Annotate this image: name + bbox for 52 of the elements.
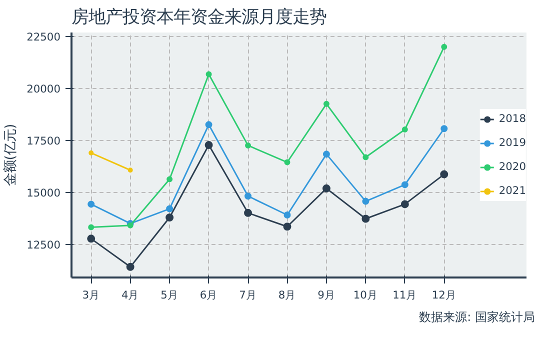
y-tick-label: 17500 <box>26 134 61 148</box>
x-tick-label: 6月 <box>200 288 218 302</box>
point <box>244 208 252 217</box>
y-tick-label: 22500 <box>26 30 61 44</box>
point <box>128 168 133 173</box>
x-tick-label: 8月 <box>278 288 296 302</box>
point <box>284 212 291 218</box>
point <box>362 214 370 223</box>
legend-label: 2020 <box>498 160 526 173</box>
y-axis-title: 金额(亿元) <box>4 124 19 186</box>
point <box>88 150 94 156</box>
x-tick-label: 12月 <box>432 288 456 302</box>
point <box>362 154 369 160</box>
y-tick-label: 20000 <box>26 82 61 96</box>
point <box>166 214 174 222</box>
point <box>284 159 290 166</box>
point <box>400 200 409 208</box>
point <box>87 234 96 243</box>
point <box>402 126 408 132</box>
point <box>322 184 330 192</box>
x-tick-label: 10月 <box>353 288 378 302</box>
point <box>166 205 174 212</box>
y-tick-label: 12500 <box>26 238 61 252</box>
point <box>245 142 252 148</box>
point <box>205 121 212 128</box>
point <box>440 125 448 132</box>
point <box>204 141 213 150</box>
chart-title: 房地产投资本年资金来源月度走势 <box>72 8 326 28</box>
legend-label: 2021 <box>498 184 526 197</box>
point <box>362 198 370 205</box>
point <box>323 100 330 107</box>
legend-label: 2018 <box>498 112 526 125</box>
source-note: 数据来源: 国家统计局 <box>419 309 535 326</box>
point <box>126 262 134 271</box>
x-tick-label: 3月 <box>82 288 100 302</box>
legend-label: 2019 <box>498 136 526 149</box>
x-tick-label: 9月 <box>318 288 336 302</box>
x-tick-label: 4月 <box>121 288 140 302</box>
point <box>244 192 252 200</box>
point <box>206 71 212 78</box>
point <box>88 224 94 230</box>
point <box>166 176 173 182</box>
x-tick-label: 11月 <box>392 288 418 302</box>
point <box>401 181 408 188</box>
point <box>88 200 95 208</box>
point <box>441 44 448 50</box>
x-tick-label: 5月 <box>160 288 178 302</box>
point <box>440 170 448 178</box>
point <box>322 150 330 158</box>
x-tick-label: 7月 <box>239 288 257 302</box>
point <box>283 222 292 231</box>
y-tick-label: 15000 <box>26 186 61 200</box>
